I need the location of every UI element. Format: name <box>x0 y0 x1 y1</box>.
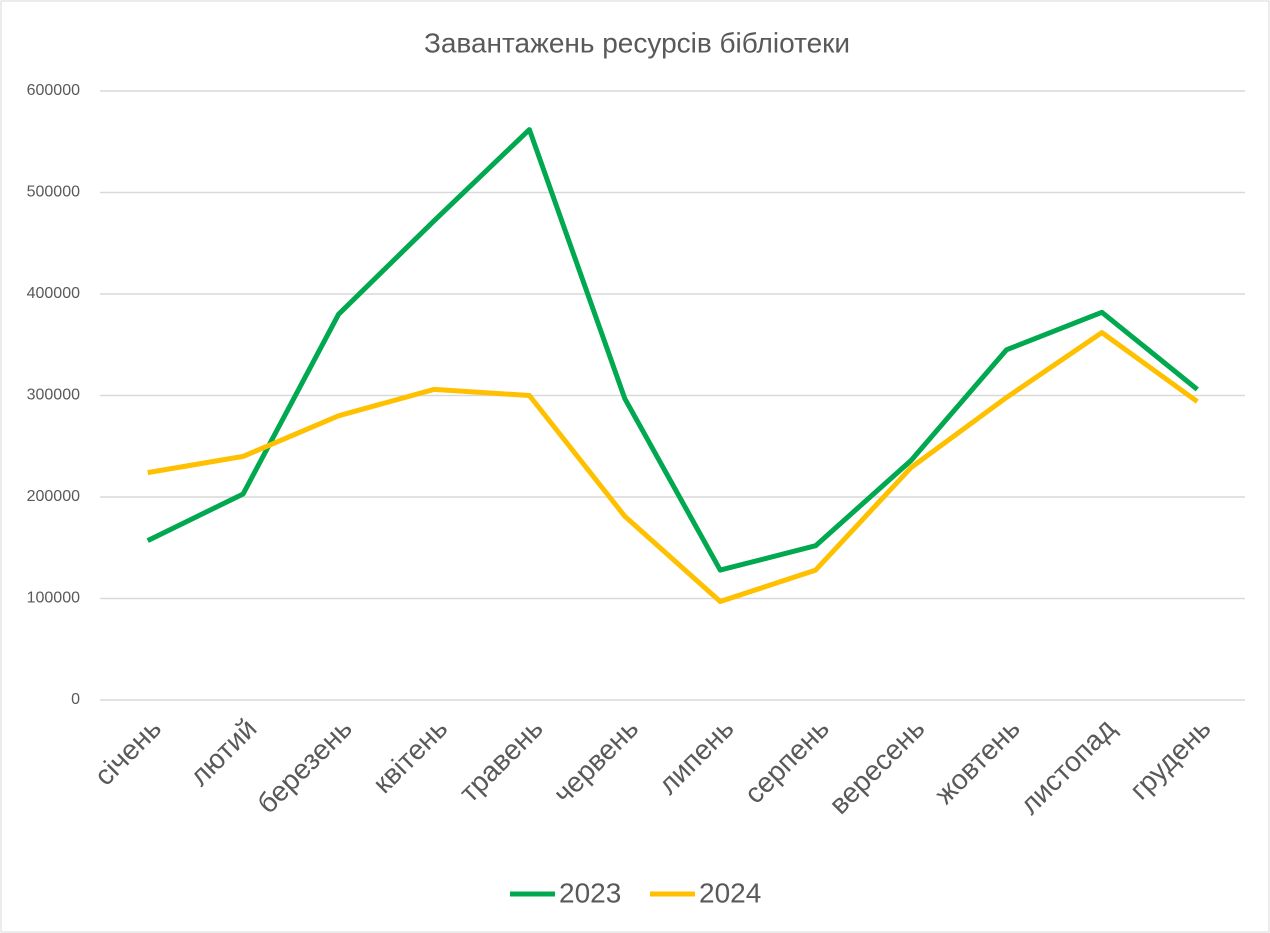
legend-label: 2024 <box>699 877 761 908</box>
y-tick-label: 200000 <box>27 488 80 505</box>
y-tick-label: 400000 <box>27 285 80 302</box>
y-tick-label: 100000 <box>27 590 80 607</box>
y-tick-label: 0 <box>71 691 80 708</box>
y-tick-label: 300000 <box>27 387 80 404</box>
y-tick-label: 500000 <box>27 184 80 201</box>
series-line <box>147 330 1199 605</box>
chart-title: Завантажень ресурсів бібліотеки <box>424 27 850 58</box>
series-line <box>146 127 1199 573</box>
legend-label: 2023 <box>559 877 621 908</box>
y-tick-label: 600000 <box>27 82 80 99</box>
